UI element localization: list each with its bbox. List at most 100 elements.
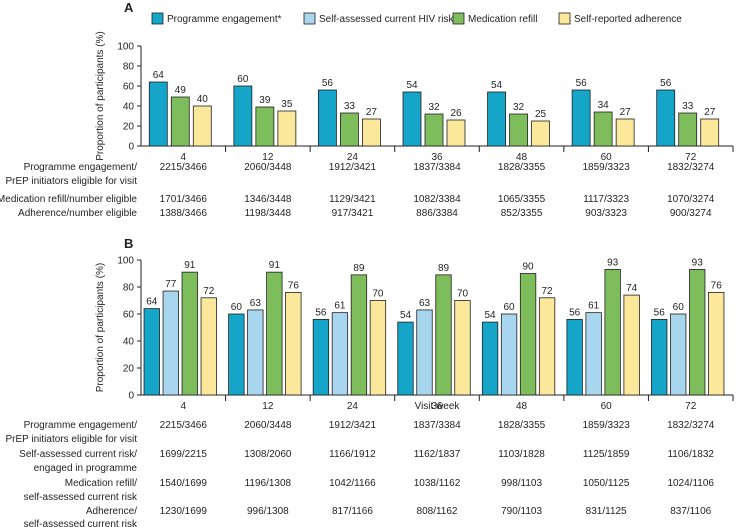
y-tick-label: 60 xyxy=(123,82,135,93)
table-cell: 886/3384 xyxy=(416,208,458,219)
legend-swatch-programme xyxy=(151,12,164,25)
table-cell: 1106/1832 xyxy=(667,449,714,460)
bar-programme xyxy=(143,308,160,396)
data-label-refill: 90 xyxy=(523,262,535,273)
bar-hivrisk xyxy=(500,313,518,396)
bar-refill xyxy=(255,106,275,147)
table-cell: 1129/3421 xyxy=(329,194,376,205)
legend-label-adherence: Self-reported adherence xyxy=(574,14,682,25)
table-cell: 1042/1166 xyxy=(329,478,376,489)
data-label-refill: 33 xyxy=(344,101,356,112)
table-cell: 1699/2215 xyxy=(160,449,208,460)
bar-refill xyxy=(340,112,359,147)
bar-hivrisk xyxy=(416,309,433,396)
data-label-hivrisk: 63 xyxy=(419,298,431,309)
table-cell: 1166/1912 xyxy=(329,449,376,460)
data-label-programme: 56 xyxy=(576,78,588,89)
x-tick-label: 36 xyxy=(431,401,443,412)
table-cell: 1832/3274 xyxy=(667,420,715,431)
table-cell: 852/3355 xyxy=(501,208,543,219)
table-cell: 903/3323 xyxy=(585,208,627,219)
data-label-refill: 89 xyxy=(353,263,365,274)
legend-label-hivrisk: Self-assessed current HIV risk† xyxy=(319,14,459,25)
data-label-adherence: 76 xyxy=(288,280,300,291)
legend-swatch-refill xyxy=(452,12,465,25)
table-cell: 1828/3355 xyxy=(498,162,546,173)
data-label-programme: 54 xyxy=(406,80,418,91)
y-tick-label: 40 xyxy=(123,102,135,113)
y-tick-label: 20 xyxy=(123,364,135,375)
bar-programme xyxy=(651,318,668,396)
table-cell: 1837/3384 xyxy=(413,162,461,173)
table-row-label: PrEP initiators eligible for visit xyxy=(5,176,137,187)
data-label-programme: 60 xyxy=(231,302,243,313)
bar-refill xyxy=(519,273,537,396)
bar-programme xyxy=(233,85,253,147)
x-tick-label: 72 xyxy=(685,401,697,412)
x-tick-label: 48 xyxy=(516,401,528,412)
table-cell: 837/1106 xyxy=(670,506,711,517)
legend-label-programme: Programme engagement* xyxy=(167,14,282,25)
table-cell: 998/1103 xyxy=(501,478,542,489)
data-label-adherence: 27 xyxy=(704,107,716,118)
bar-programme xyxy=(566,318,583,396)
table-cell: 1024/1106 xyxy=(667,478,714,489)
bar-adherence xyxy=(446,119,466,147)
panel-letter-B: B xyxy=(124,236,133,251)
table-cell: 1196/1308 xyxy=(245,478,292,489)
bar-refill xyxy=(181,271,198,396)
bar-adherence xyxy=(454,300,471,396)
bar-refill xyxy=(435,274,452,396)
table-row-label: PrEP initiators eligible for visit xyxy=(5,434,137,445)
bar-adherence xyxy=(538,297,556,396)
data-label-refill: 32 xyxy=(513,102,525,113)
data-label-hivrisk: 60 xyxy=(504,302,516,313)
table-cell: 996/1308 xyxy=(247,506,289,517)
table-cell: 1859/3323 xyxy=(583,420,631,431)
bar-adherence xyxy=(615,118,635,147)
bar-programme xyxy=(148,81,168,147)
y-tick-label: 40 xyxy=(123,337,135,348)
bar-refill xyxy=(424,113,444,147)
x-tick-label: 36 xyxy=(431,152,443,163)
data-label-programme: 60 xyxy=(237,74,249,85)
bar-programme xyxy=(571,89,591,147)
x-tick-label: 60 xyxy=(601,152,613,163)
bar-adherence xyxy=(200,297,217,396)
data-label-hivrisk: 63 xyxy=(250,298,262,309)
y-tick-label: 20 xyxy=(123,122,135,133)
x-tick-label: 12 xyxy=(262,152,274,163)
y-tick-label: 100 xyxy=(117,42,134,53)
bar-adherence xyxy=(708,291,725,396)
data-label-programme: 56 xyxy=(315,307,327,318)
table-row-label: Programme engagement/ xyxy=(24,162,138,173)
y-tick-label: 100 xyxy=(117,256,134,267)
data-label-adherence: 35 xyxy=(281,99,293,110)
table-cell: 1859/3323 xyxy=(583,162,631,173)
bar-programme xyxy=(318,89,337,147)
bar-refill xyxy=(604,269,621,396)
data-label-refill: 91 xyxy=(269,260,281,271)
table-cell: 1308/2060 xyxy=(244,449,292,460)
table-cell: 1230/1699 xyxy=(160,506,208,517)
data-label-refill: 91 xyxy=(184,260,196,271)
data-label-adherence: 25 xyxy=(535,109,547,120)
y-tick-label: 60 xyxy=(123,310,135,321)
bar-refill xyxy=(350,274,368,396)
table-row-label: Medication refill/number eligible xyxy=(0,194,137,205)
table-row-label: Medication refill/ xyxy=(65,478,137,489)
data-label-refill: 34 xyxy=(598,100,610,111)
data-label-programme: 54 xyxy=(400,310,412,321)
table-row-label: self-assessed current risk xyxy=(24,492,138,503)
data-label-programme: 64 xyxy=(153,70,165,81)
table-cell: 1912/3421 xyxy=(329,420,377,431)
bar-refill xyxy=(509,113,528,147)
table-row-label: engaged in programme xyxy=(34,463,138,474)
bar-hivrisk xyxy=(162,290,179,396)
table-cell: 1070/3274 xyxy=(667,194,715,205)
table-cell: 817/1166 xyxy=(332,506,373,517)
table-cell: 790/1103 xyxy=(501,506,542,517)
data-label-refill: 49 xyxy=(175,85,187,96)
bar-refill xyxy=(678,112,698,147)
x-tick-label: 4 xyxy=(181,401,187,412)
